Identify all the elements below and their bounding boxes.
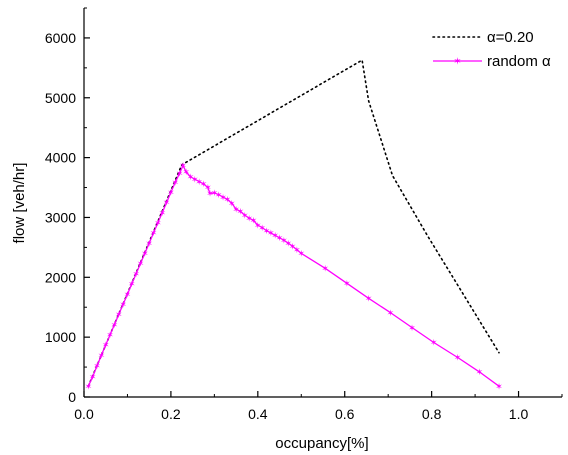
- series-marker: ✶: [98, 350, 106, 360]
- series-marker: ✶: [106, 330, 114, 340]
- series-line-1: [87, 164, 500, 387]
- series-line-0: [87, 59, 500, 388]
- series-marker: ✶: [280, 235, 288, 245]
- series-marker: ✶: [176, 168, 184, 178]
- series-marker: ✶: [408, 323, 416, 333]
- y-tick-label: 6000: [45, 30, 76, 46]
- series-marker: ✶: [387, 308, 395, 318]
- y-tick-label: 5000: [45, 90, 76, 106]
- y-tick-label: 3000: [45, 209, 76, 225]
- series-layer: ✶✶✶✶✶✶✶✶✶✶✶✶✶✶✶✶✶✶✶✶✶✶✶✶✶✶✶✶✶✶✶✶✶✶✶✶✶✶✶✶…: [85, 59, 503, 391]
- series-marker: ✶: [150, 228, 158, 238]
- series-marker: ✶: [289, 241, 297, 251]
- series-marker: ✶: [115, 310, 123, 320]
- series-marker: ✶: [228, 198, 236, 208]
- legend-entry-alpha-020: α=0.20: [432, 29, 534, 46]
- y-axis-title: flow [veh/hr]: [11, 163, 28, 244]
- series-marker: ✶: [343, 278, 351, 288]
- series-marker: ✶: [167, 188, 175, 198]
- series-marker: ✶: [93, 361, 101, 371]
- series-marker: ✶: [206, 189, 214, 199]
- series-marker: ✶: [102, 340, 110, 350]
- legend-entry-random-alpha: ✶ random α: [433, 53, 551, 70]
- series-marker: ✶: [141, 249, 149, 259]
- series-marker: ✶: [250, 216, 258, 226]
- series-marker: ✶: [254, 220, 262, 230]
- series-marker: ✶: [124, 289, 132, 299]
- series-marker: ✶: [195, 177, 203, 187]
- series-marker: ✶: [171, 177, 179, 187]
- legend-label-random-alpha: random α: [487, 53, 551, 70]
- series-marker: ✶: [119, 299, 127, 309]
- series-marker: ✶: [187, 172, 195, 182]
- series-marker: ✶: [132, 269, 140, 279]
- series-marker: ✶: [476, 367, 484, 377]
- series-marker: ✶: [267, 228, 275, 238]
- plot-frame: [83, 8, 562, 398]
- series-marker: ✶: [154, 218, 162, 228]
- series-marker: ✶: [430, 338, 438, 348]
- legend-marker-random-alpha: ✶: [453, 57, 461, 68]
- series-marker: ✶: [200, 179, 208, 189]
- series-marker: ✶: [454, 353, 462, 363]
- y-tick-label: 1000: [45, 329, 76, 345]
- series-marker: ✶: [191, 174, 199, 184]
- series-marker: ✶: [232, 204, 240, 214]
- x-tick-label: 0.2: [161, 406, 181, 422]
- series-marker: ✶: [241, 210, 249, 220]
- series-marker: ✶: [321, 264, 329, 274]
- series-marker: ✶: [263, 226, 271, 236]
- series-marker: ✶: [271, 231, 279, 241]
- series-marker: ✶: [182, 167, 190, 177]
- x-axis-ticks: 0.0 0.2 0.4 0.6 0.8 1.0: [74, 391, 563, 422]
- series-marker: ✶: [276, 233, 284, 243]
- x-axis-title: occupancy[%]: [275, 435, 368, 452]
- x-tick-label: 0.8: [422, 406, 442, 422]
- series-marker: ✶: [111, 320, 119, 330]
- x-tick-label: 0.0: [74, 406, 94, 422]
- series-marker: ✶: [495, 381, 503, 391]
- legend-label-alpha-020: α=0.20: [487, 29, 534, 46]
- y-tick-label: 2000: [45, 269, 76, 285]
- series-marker: ✶: [204, 183, 212, 193]
- series-marker: ✶: [297, 249, 305, 259]
- series-marker: ✶: [137, 259, 145, 269]
- series-marker: ✶: [224, 195, 232, 205]
- x-tick-label: 0.6: [335, 406, 355, 422]
- series-marker: ✶: [158, 208, 166, 218]
- legend: α=0.20 ✶ random α: [432, 29, 551, 70]
- series-marker: ✶: [365, 293, 373, 303]
- series-marker: ✶: [219, 192, 227, 202]
- series-marker: ✶: [215, 190, 223, 200]
- series-marker: ✶: [145, 238, 153, 248]
- x-tick-label: 1.0: [509, 406, 529, 422]
- y-tick-label: 4000: [45, 150, 76, 166]
- series-marker: ✶: [85, 381, 93, 391]
- series-marker: ✶: [237, 207, 245, 217]
- series-marker: ✶: [293, 245, 301, 255]
- series-marker: ✶: [211, 188, 219, 198]
- series-marker: ✶: [128, 279, 136, 289]
- series-marker: ✶: [89, 372, 97, 382]
- x-tick-label: 0.4: [248, 406, 268, 422]
- series-marker: ✶: [245, 213, 253, 223]
- series-marker: ✶: [284, 238, 292, 248]
- y-tick-label: 0: [68, 389, 76, 405]
- series-marker: ✶: [163, 198, 171, 208]
- series-marker: ✶: [258, 223, 266, 233]
- y-axis-ticks: 0 1000 2000 3000 4000 5000 6000: [45, 7, 90, 405]
- series-marker: ✶: [179, 161, 187, 171]
